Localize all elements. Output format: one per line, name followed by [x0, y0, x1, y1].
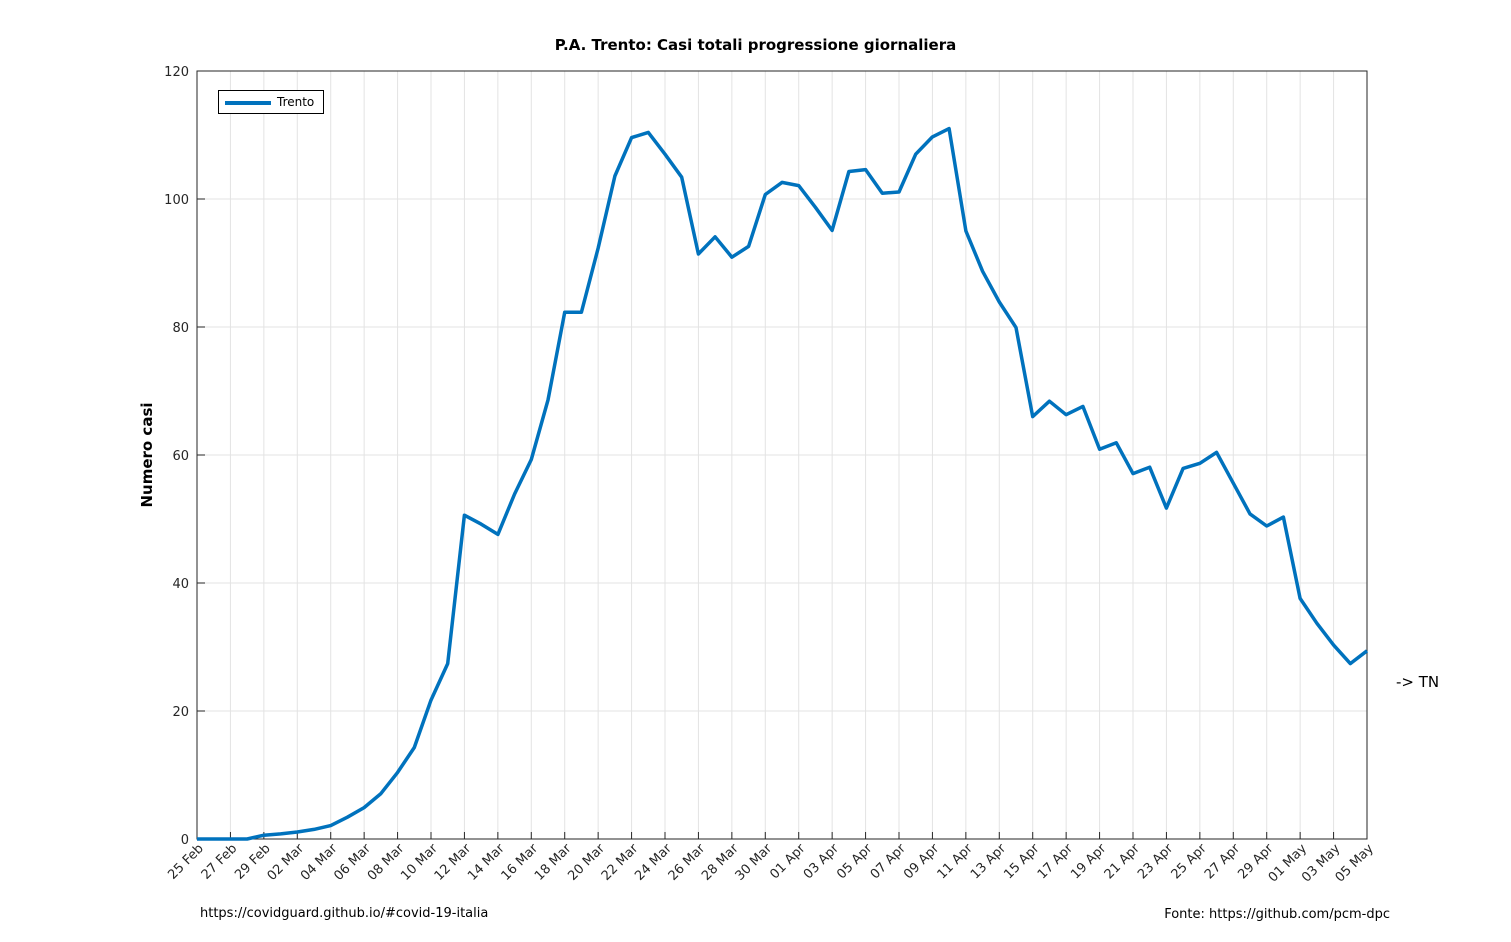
series-line-trento: [197, 126, 1369, 841]
y-tick-label: 120: [164, 65, 189, 80]
x-tick-label: 13 Apr: [968, 841, 1010, 883]
y-tick-label: 60: [172, 449, 189, 464]
x-tick-label: 23 Apr: [1135, 841, 1177, 883]
chart-title: P.A. Trento: Casi totali progressione gi…: [554, 36, 957, 54]
x-tick-label: 03 Apr: [801, 841, 843, 883]
y-tick-label: 0: [181, 833, 189, 848]
x-tick-label: 25 Apr: [1169, 841, 1211, 883]
annotation-tn: -> TN: [1396, 673, 1440, 691]
x-tick-label: 19 Apr: [1068, 841, 1110, 883]
y-tick-label: 20: [172, 705, 189, 720]
x-tick-label: 21 Apr: [1102, 841, 1144, 883]
x-tick-label: 27 Feb: [199, 841, 241, 883]
y-axis-ticks: 0 20 40 60 80 100 120: [164, 65, 205, 848]
x-tick-label: 05 Apr: [834, 841, 876, 883]
x-tick-label: 09 Apr: [901, 841, 943, 883]
y-axis-label: Numero casi: [138, 402, 156, 508]
x-tick-label: 01 Apr: [767, 841, 809, 883]
x-tick-label: 07 Apr: [868, 841, 910, 883]
legend: Trento: [218, 90, 324, 114]
legend-swatch-trento: [225, 101, 271, 105]
grid-lines: [196, 70, 1368, 840]
series-group: [196, 126, 1369, 841]
x-tick-label: 30 Mar: [733, 841, 776, 884]
source-link-left: https://covidguard.github.io/#covid-19-i…: [200, 906, 489, 921]
legend-label-trento: Trento: [277, 95, 315, 109]
y-tick-label: 40: [172, 577, 189, 592]
y-tick-label: 80: [172, 321, 189, 336]
x-tick-label: 17 Apr: [1035, 841, 1077, 883]
source-credit-right: Fonte: https://github.com/pcm-dpc: [1164, 907, 1390, 922]
x-tick-label: 15 Apr: [1001, 841, 1043, 883]
x-tick-label: 11 Apr: [935, 841, 977, 883]
x-tick-label: 27 Apr: [1202, 841, 1244, 883]
y-tick-label: 100: [164, 193, 189, 208]
